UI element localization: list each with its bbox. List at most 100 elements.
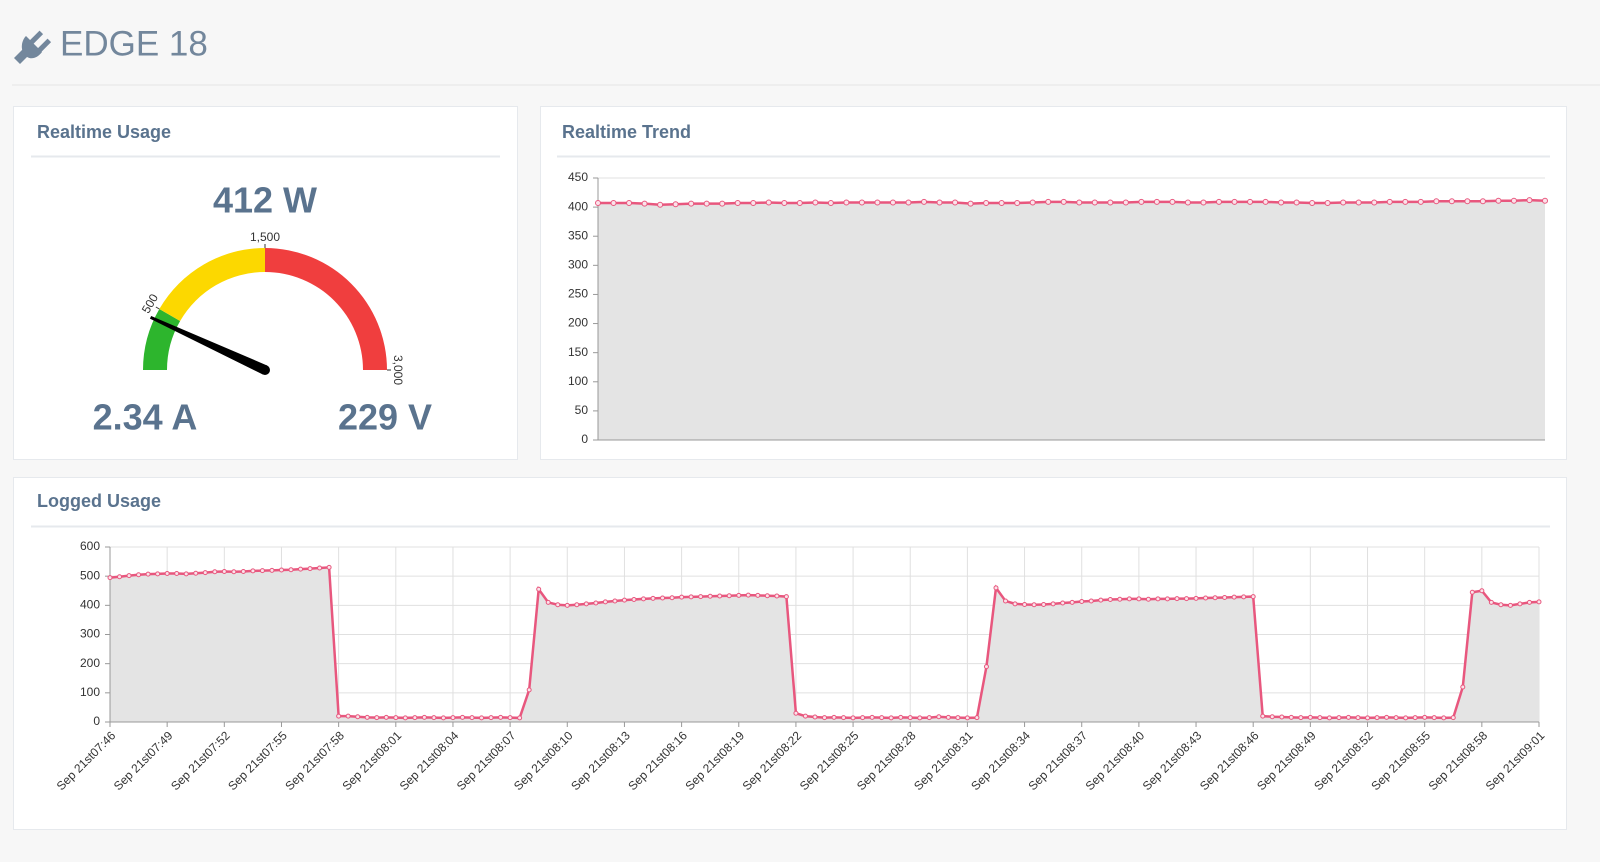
point — [1279, 714, 1285, 720]
point — [479, 715, 485, 721]
point — [1012, 601, 1018, 607]
point — [345, 713, 351, 719]
point — [1293, 199, 1300, 206]
point — [1517, 601, 1523, 607]
point — [1107, 199, 1114, 206]
point — [1386, 198, 1393, 205]
point — [126, 573, 132, 579]
point — [1107, 597, 1113, 602]
point — [874, 199, 881, 206]
page-title: EDGE 18 — [60, 24, 208, 63]
current-value: 2.34 A — [93, 397, 198, 438]
point — [1384, 714, 1390, 720]
point — [1355, 715, 1361, 721]
point — [1309, 200, 1316, 207]
point — [595, 200, 601, 207]
point — [1076, 199, 1083, 206]
point — [1403, 715, 1409, 721]
point — [1507, 602, 1513, 608]
point — [1164, 596, 1170, 602]
point — [1460, 684, 1466, 690]
point — [1122, 199, 1129, 206]
point — [1136, 596, 1142, 602]
point — [610, 200, 617, 207]
point — [1184, 596, 1190, 602]
point — [183, 571, 189, 577]
panel-title: Realtime Usage — [37, 122, 171, 142]
point — [631, 597, 637, 602]
point — [583, 601, 589, 607]
point — [734, 200, 741, 207]
point — [1536, 599, 1542, 605]
point — [317, 565, 323, 571]
point — [831, 714, 837, 720]
point — [967, 200, 974, 207]
point — [1336, 715, 1342, 721]
point — [650, 595, 656, 601]
point — [1526, 599, 1532, 605]
point — [955, 715, 961, 721]
point — [1091, 199, 1098, 206]
y-tick-label: 400 — [80, 598, 100, 612]
point — [212, 569, 218, 575]
point — [641, 200, 648, 207]
gauge-tick-label: 3,000 — [391, 355, 405, 385]
point — [574, 602, 580, 608]
point — [1031, 602, 1037, 608]
point — [1269, 714, 1275, 720]
point — [936, 199, 943, 206]
point — [1126, 596, 1132, 602]
point — [1029, 199, 1036, 206]
point — [355, 714, 361, 720]
point — [905, 199, 912, 206]
point — [1371, 199, 1378, 206]
point — [288, 567, 294, 573]
point — [889, 199, 896, 206]
y-tick-label: 300 — [568, 258, 588, 272]
point — [726, 593, 732, 599]
point — [1247, 198, 1254, 205]
point — [827, 200, 834, 207]
y-tick-label: 250 — [568, 287, 588, 301]
point — [936, 714, 942, 720]
point — [1193, 595, 1199, 601]
point — [1448, 198, 1455, 205]
point — [1345, 714, 1351, 720]
gauge-tick — [155, 306, 160, 310]
point — [841, 715, 847, 721]
point — [1212, 595, 1218, 601]
point — [1488, 599, 1494, 605]
point — [983, 664, 989, 670]
point — [736, 592, 742, 598]
point — [1069, 599, 1075, 605]
point — [269, 567, 275, 573]
point — [1200, 199, 1207, 206]
point — [1045, 198, 1052, 205]
point — [364, 714, 370, 720]
point — [202, 570, 208, 576]
point — [860, 715, 866, 721]
point — [688, 594, 694, 600]
point — [688, 200, 695, 207]
point — [526, 687, 532, 693]
point — [869, 714, 875, 720]
point — [1479, 198, 1486, 205]
point — [850, 715, 856, 721]
point — [450, 715, 456, 721]
point — [383, 714, 389, 720]
point — [858, 199, 865, 206]
point — [1014, 200, 1021, 207]
point — [796, 200, 803, 207]
point — [1088, 598, 1094, 604]
point — [1450, 715, 1456, 721]
point — [498, 714, 504, 720]
point — [1262, 198, 1269, 205]
point — [717, 593, 723, 599]
point — [259, 568, 265, 574]
point — [1278, 199, 1285, 206]
point — [1241, 594, 1247, 600]
point — [117, 574, 123, 580]
point — [1169, 198, 1176, 205]
point — [1079, 599, 1085, 605]
point — [1215, 198, 1222, 205]
